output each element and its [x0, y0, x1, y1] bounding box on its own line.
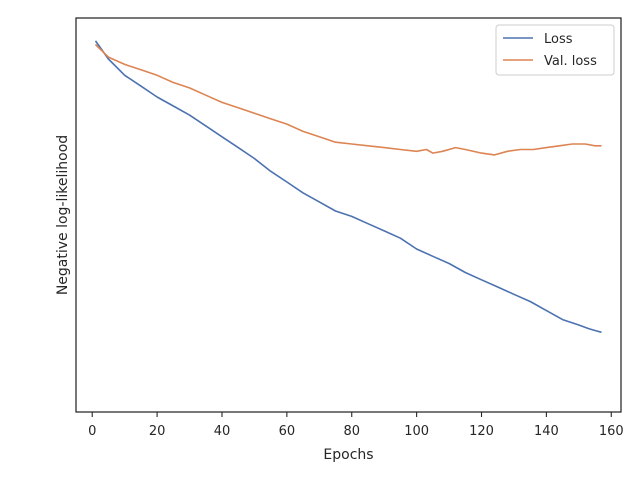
x-axis-ticks: 0 20 40 60 80 100 120 140 160 [88, 412, 624, 439]
legend-label-loss: Loss [544, 32, 573, 47]
x-axis-label: Epochs [323, 447, 373, 463]
series-line-val-loss [94, 43, 602, 156]
x-tick-label: 40 [214, 424, 231, 439]
series-layer [94, 40, 602, 334]
x-tick-label: 140 [534, 424, 559, 439]
x-tick-label: 60 [279, 424, 296, 439]
legend-label-val-loss: Val. loss [544, 54, 597, 69]
x-tick-label: 0 [88, 424, 96, 439]
legend: Loss Val. loss [495, 24, 615, 76]
x-tick-label: 160 [599, 424, 624, 439]
x-tick-label: 100 [404, 424, 429, 439]
x-tick-label: 120 [469, 424, 494, 439]
plot-frame [75, 17, 622, 413]
x-tick-label: 80 [343, 424, 360, 439]
y-axis-label: Negative log-likelihood [55, 135, 71, 295]
x-tick-label: 20 [149, 424, 166, 439]
series-line-loss [94, 40, 602, 334]
plot-area: 0 20 40 60 80 100 120 140 160 [75, 17, 624, 439]
